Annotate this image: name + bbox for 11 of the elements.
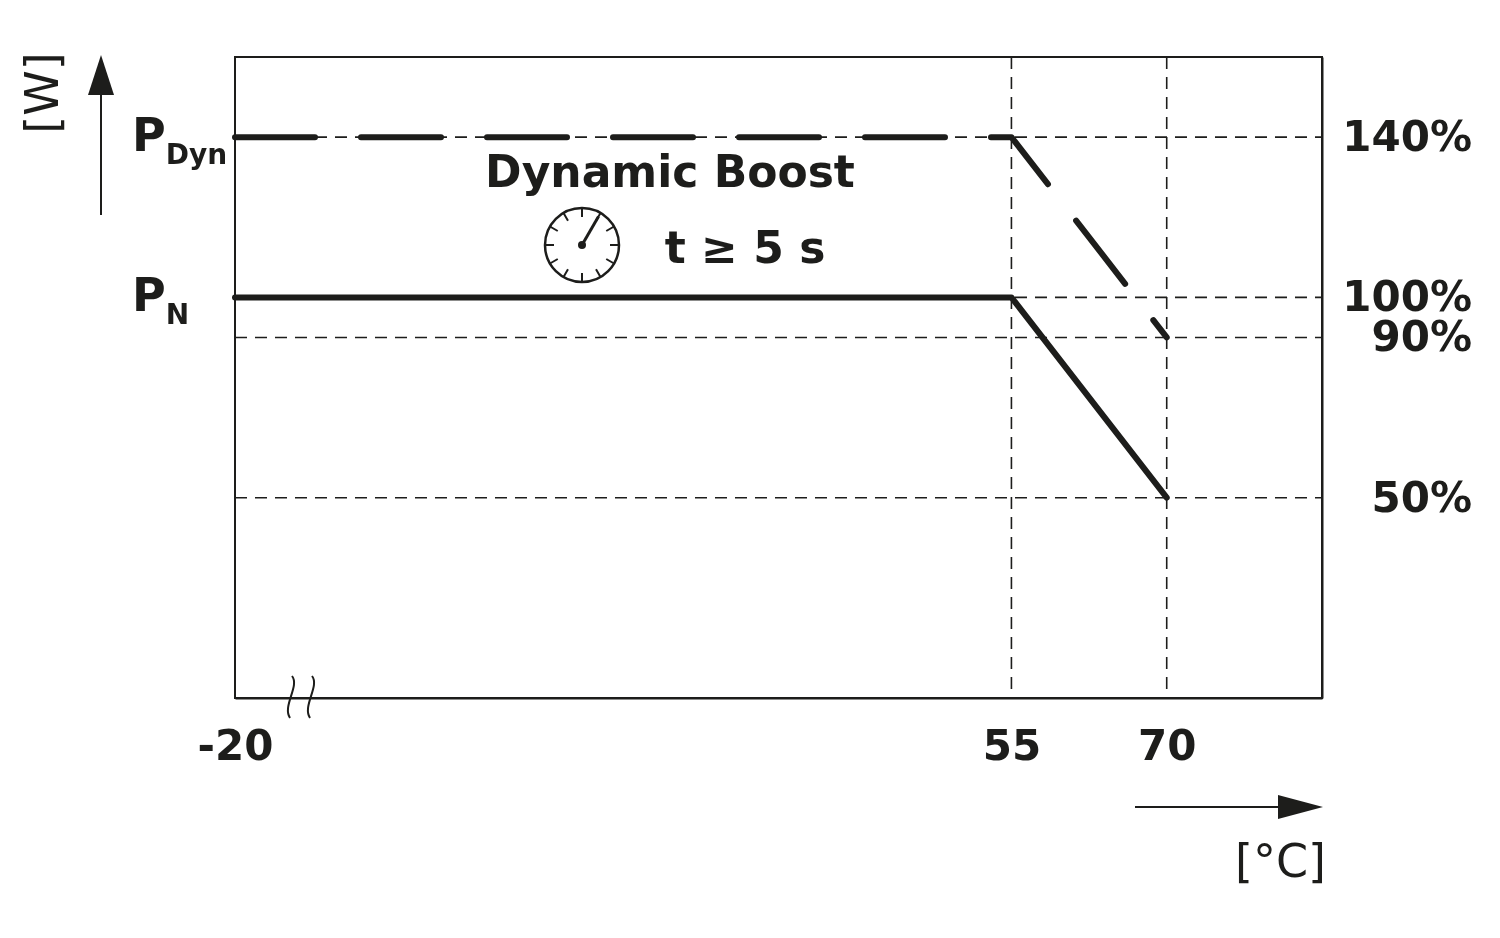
annotation: t ≥ 5 s — [664, 222, 826, 273]
y-axis-title: [W] — [15, 52, 69, 134]
x-tick-label: 70 — [1137, 720, 1197, 770]
annotation: P$_{N}$ — [132, 268, 190, 331]
x-tick-label: 55 — [982, 720, 1042, 770]
x-tick-label: -20 — [197, 720, 274, 770]
y-tick-label: 140% — [1342, 112, 1472, 162]
y-tick-label: 50% — [1371, 472, 1472, 522]
x-axis-title: [°C] — [1234, 834, 1326, 888]
annotation: Dynamic Boost — [485, 146, 855, 197]
annotation: P$_{Dyn}$ — [132, 107, 228, 171]
